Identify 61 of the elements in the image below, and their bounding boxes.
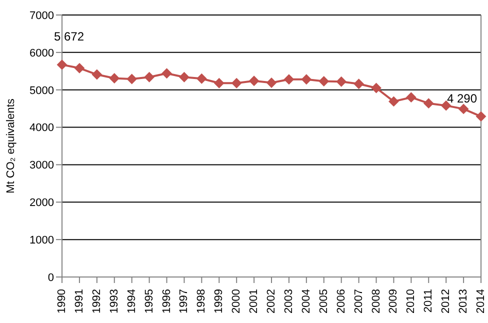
x-tick-label: 2012 — [440, 289, 452, 314]
x-tick-label: 2007 — [352, 289, 365, 314]
point — [179, 72, 190, 82]
point — [214, 78, 224, 88]
data-label: 4 290 — [446, 91, 478, 106]
x-tick-label: 1991 — [73, 289, 86, 314]
point — [318, 76, 329, 86]
y-tick-label: 1000 — [30, 234, 54, 246]
x-tick-label: 1998 — [196, 289, 208, 314]
point — [74, 63, 84, 74]
y-tick-label: 2000 — [30, 197, 54, 210]
point — [57, 60, 67, 70]
x-tick-label: 2001 — [248, 289, 260, 314]
x-tick-label: 2006 — [335, 289, 348, 314]
point — [354, 78, 364, 89]
x-tick-label: 2008 — [370, 289, 382, 314]
x-tick-label: 2013 — [458, 289, 470, 314]
point — [476, 111, 486, 122]
y-tick-label: 3000 — [30, 160, 54, 172]
y-tick-label: 6000 — [30, 47, 54, 60]
point — [162, 68, 172, 78]
point — [336, 76, 346, 87]
point — [92, 70, 102, 80]
point — [126, 74, 137, 84]
point — [441, 100, 452, 111]
y-tick-label: 7000 — [30, 10, 54, 22]
x-tick-label: 2010 — [405, 289, 418, 314]
point — [371, 82, 382, 93]
point — [424, 98, 434, 108]
x-tick-label: 2011 — [422, 289, 435, 313]
x-tick-label: 1993 — [108, 289, 120, 314]
x-tick-label: 2004 — [300, 289, 312, 314]
y-tick-label: 0 — [48, 272, 54, 284]
x-tick-label: 2000 — [230, 289, 243, 314]
point — [196, 74, 207, 84]
y-tick-label: 4000 — [30, 122, 54, 134]
point — [249, 76, 260, 86]
x-tick-label: 1999 — [213, 289, 226, 314]
point — [301, 74, 312, 84]
x-tick-label: 2009 — [388, 289, 400, 314]
point — [232, 78, 242, 88]
x-tick-label: 1997 — [178, 289, 190, 314]
point — [458, 104, 469, 114]
x-tick-label: 1994 — [126, 289, 138, 314]
point — [144, 72, 154, 82]
data-label: 5 672 — [54, 30, 84, 44]
point — [284, 74, 294, 84]
point — [388, 96, 399, 106]
point — [266, 78, 276, 88]
x-tick-label: 2014 — [475, 289, 487, 314]
y-tick-label: 5000 — [30, 84, 54, 97]
x-tick-label: 1992 — [90, 289, 103, 314]
point — [109, 73, 120, 84]
x-tick-label: 2003 — [282, 289, 295, 314]
point — [406, 92, 416, 102]
y-axis-title: Mt CO₂ equivalents — [4, 98, 17, 194]
x-tick-label: 1996 — [160, 289, 173, 314]
x-tick-label: 2002 — [266, 289, 278, 314]
x-tick-label: 1995 — [143, 289, 156, 314]
x-tick-label: 2005 — [318, 289, 330, 314]
x-tick-label: 1990 — [56, 289, 68, 314]
